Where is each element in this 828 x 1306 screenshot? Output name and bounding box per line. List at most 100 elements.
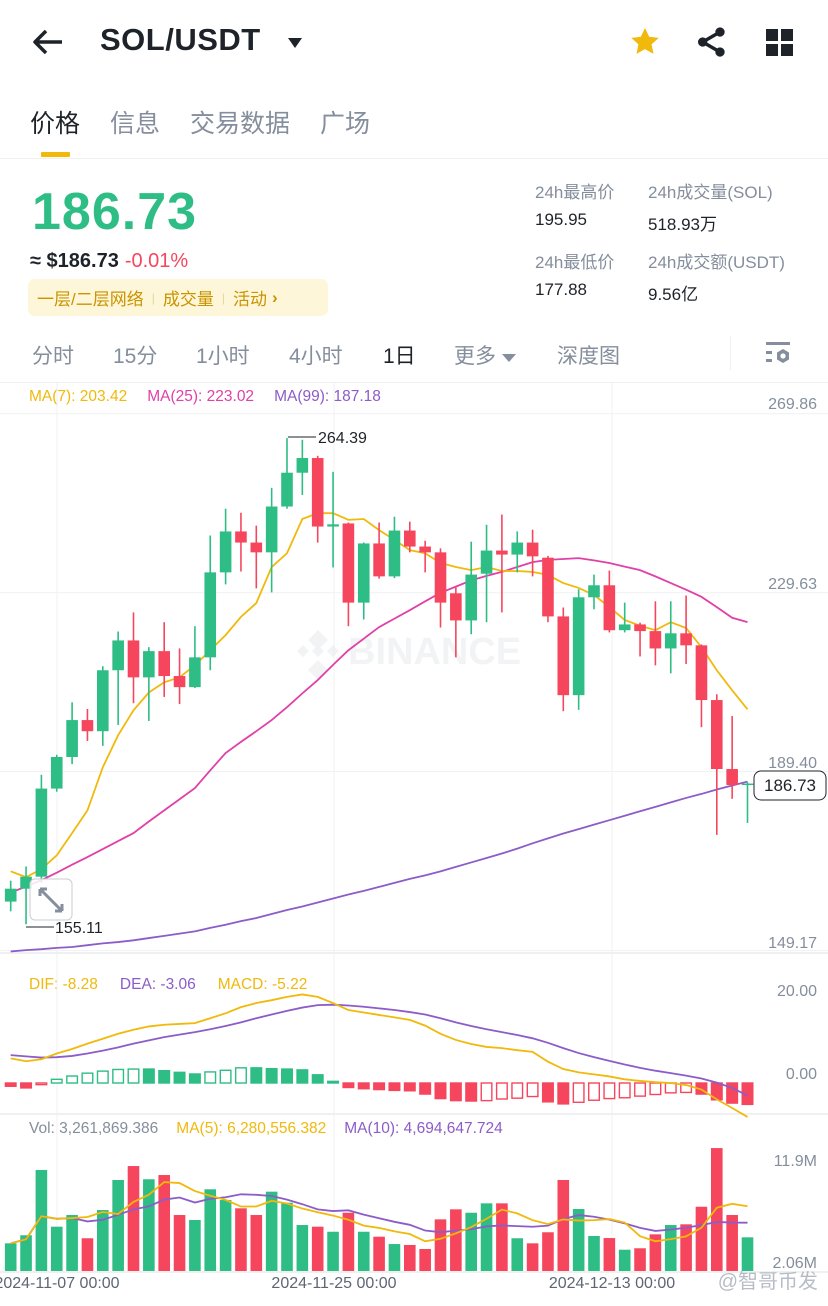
macd-histogram-bar: [250, 1067, 263, 1084]
candle-body: [281, 472, 293, 507]
tag-activity[interactable]: 活动: [232, 290, 267, 309]
macd-histogram-bar: [449, 1082, 462, 1102]
high-label: 264.39: [318, 430, 367, 447]
candle-body: [695, 645, 708, 701]
candle: [511, 531, 524, 573]
tag-separator: |: [221, 290, 225, 305]
timeframe-1d[interactable]: 1日: [383, 345, 416, 368]
fullscreen-button[interactable]: [29, 878, 73, 921]
candle-body: [649, 631, 662, 649]
layout-button[interactable]: [766, 29, 794, 62]
macd-histogram-bar: [680, 1082, 693, 1094]
macd-histogram-bar: [588, 1082, 601, 1101]
low-label: 155.11: [55, 920, 103, 937]
macd-legend: DIF: -8.28 DEA: -3.06 MACD: -5.22: [29, 976, 307, 994]
candle-body: [296, 458, 309, 473]
volume-bar: [265, 1191, 278, 1271]
volume-bar: [649, 1234, 662, 1271]
volume-bar: [20, 1235, 32, 1271]
volume-bar: [711, 1148, 723, 1271]
macd-histogram-bar: [726, 1082, 739, 1104]
candle: [281, 438, 293, 509]
candle: [235, 512, 247, 572]
macd-histogram-bar: [664, 1082, 677, 1094]
macd-histogram-bar: [50, 1078, 63, 1084]
candle: [465, 541, 477, 635]
depth-chart-tab[interactable]: 深度图: [557, 345, 620, 368]
macd-histogram-bar: [541, 1082, 554, 1103]
macd-histogram-bar: [557, 1082, 570, 1105]
timeframe-line[interactable]: 分时: [32, 345, 74, 368]
volume-bar: [281, 1202, 293, 1271]
tag-layer-network[interactable]: 一层/二层网络: [37, 290, 144, 309]
candle-body: [311, 458, 324, 527]
macd-histogram-bar: [158, 1069, 171, 1084]
candle-body: [557, 616, 570, 696]
tab-trading-data[interactable]: 交易数据: [190, 110, 291, 138]
volume-bar: [741, 1237, 754, 1271]
vol-ma10-legend: MA(10): 4,694,647.724: [344, 1120, 503, 1137]
candle: [496, 514, 508, 613]
dif-legend: DIF: -8.28: [29, 976, 98, 993]
macd-histogram-bar: [465, 1082, 478, 1102]
candle: [296, 439, 309, 495]
candle: [680, 595, 692, 665]
last-price-tag[interactable]: 186.73: [753, 770, 827, 801]
volume-bar: [189, 1219, 201, 1271]
candle: [112, 631, 124, 725]
y-axis-labels: 269.86 229.63 189.40 149.17 20.00 0.00 1…: [768, 396, 817, 1272]
timeframe-15m[interactable]: 15分: [113, 345, 158, 368]
star-icon: [631, 28, 659, 54]
ma99-line: [10, 780, 748, 953]
favorite-button[interactable]: [628, 26, 662, 63]
price-change: -0.01%: [124, 250, 189, 272]
candle-body: [357, 543, 370, 603]
volume-bar: [4, 1243, 17, 1271]
candle-body: [680, 633, 692, 646]
volume-legend: Vol: 3,261,869.386 MA(5): 6,280,556.382 …: [29, 1120, 503, 1138]
vol-legend: Vol: 3,261,869.386: [29, 1120, 159, 1137]
tab-price[interactable]: 价格: [30, 110, 81, 138]
candle-body: [511, 542, 524, 555]
candle: [342, 522, 355, 627]
share-icon: [698, 27, 725, 57]
candle: [189, 626, 201, 689]
volume-bar: [219, 1200, 232, 1271]
volume-bar: [480, 1203, 493, 1271]
macd-histogram-bar: [219, 1069, 232, 1084]
macd-histogram-bar: [66, 1075, 79, 1084]
macd-histogram-bar: [234, 1067, 247, 1084]
timeframe-more[interactable]: 更多: [454, 340, 516, 370]
candle: [373, 522, 385, 579]
candle: [35, 774, 48, 883]
volume-bar: [588, 1235, 600, 1271]
ma99-legend: MA(99): 187.18: [274, 388, 381, 405]
candle-body: [4, 888, 17, 902]
y-tick: 269.86: [768, 396, 817, 413]
pair-dropdown[interactable]: [287, 36, 303, 54]
back-button[interactable]: [30, 26, 66, 63]
timeframe-1h[interactable]: 1小时: [196, 345, 250, 368]
macd-histogram-bar: [388, 1082, 401, 1092]
candle: [20, 866, 32, 925]
main-tabs: 价格 信息 交易数据 广场: [30, 104, 370, 140]
macd-y-tick: 0.00: [786, 1066, 817, 1083]
macd-histogram-bar: [112, 1068, 125, 1084]
candle: [434, 548, 447, 628]
candle-body: [726, 769, 738, 786]
tab-info[interactable]: 信息: [110, 110, 161, 138]
tab-square[interactable]: 广场: [320, 110, 371, 138]
share-button[interactable]: [696, 26, 728, 63]
kline-chart[interactable]: BINANCE 269.86 229.63 189.40 149.17 20.0…: [0, 383, 828, 1306]
volume-bar: [235, 1208, 247, 1271]
pair-title[interactable]: SOL/USDT: [100, 22, 261, 57]
tag-volume[interactable]: 成交量: [162, 290, 214, 309]
tag-bar[interactable]: 一层/二层网络 | 成交量 | 活动 ›: [28, 279, 328, 316]
candle: [480, 524, 493, 623]
candle-body: [711, 700, 723, 770]
chart-settings-button[interactable]: [765, 340, 793, 371]
candle: [143, 647, 155, 721]
candle: [327, 471, 339, 568]
timeframe-4h[interactable]: 4小时: [289, 345, 343, 368]
candle-body: [542, 557, 554, 617]
